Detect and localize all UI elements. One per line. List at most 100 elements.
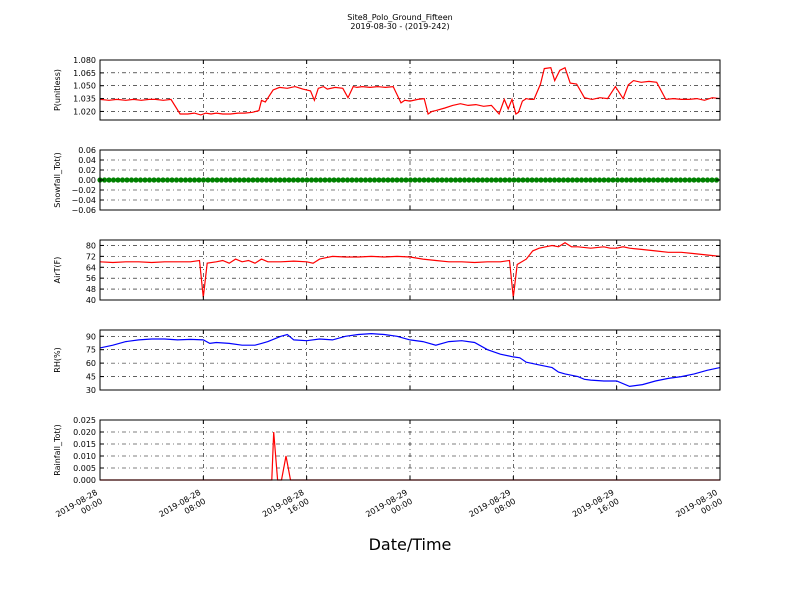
data-point (335, 177, 342, 183)
data-point (493, 177, 499, 183)
data-point (502, 177, 508, 183)
data-point (511, 177, 517, 183)
y-tick-label: 0.02 (78, 166, 96, 175)
data-point (668, 177, 675, 183)
y-axis-label: P(unitless) (53, 69, 62, 111)
data-point (322, 177, 328, 183)
x-tick-label: 2019-08-2816:00 (261, 488, 311, 528)
data-point (547, 177, 553, 183)
data-point (470, 177, 477, 183)
series-line-3 (99, 241, 721, 298)
data-point (421, 177, 427, 183)
data-point (133, 177, 139, 183)
panel-3: 40 48 56 64 72 80 AirT(F) (53, 239, 721, 305)
panel-1: 1.020 1.035 1.050 1.065 1.080 P(unitless) (53, 56, 721, 121)
data-point (362, 177, 369, 183)
data-point (592, 177, 598, 183)
data-point (569, 177, 576, 183)
y-tick-label: 56 (86, 274, 96, 283)
data-point (587, 177, 594, 183)
data-point (605, 177, 612, 183)
y-tick-label: 30 (86, 386, 96, 395)
data-point (610, 177, 616, 183)
data-point (443, 177, 450, 183)
y-tick-label: 1.065 (73, 69, 96, 78)
data-point (187, 177, 193, 183)
data-point (286, 177, 292, 183)
data-point (263, 177, 270, 183)
data-point (466, 177, 472, 183)
data-point (560, 177, 567, 183)
data-point (205, 177, 211, 183)
y-tick-label: −0.04 (71, 196, 96, 205)
data-point (583, 177, 589, 183)
y-tick-label: 0.005 (73, 464, 96, 473)
data-point (632, 177, 639, 183)
data-point (655, 177, 661, 183)
data-point (169, 177, 175, 183)
data-point (331, 177, 337, 183)
figure-subtitle: 2019-08-30 - (2019-242) (350, 22, 449, 31)
data-point (344, 177, 351, 183)
data-point (641, 177, 648, 183)
data-point (124, 177, 130, 183)
series-line-1 (99, 66, 721, 116)
data-point (452, 177, 459, 183)
data-point (290, 177, 297, 183)
figure-title: Site8_Polo_Ground_Fifteen (347, 13, 452, 22)
data-point (574, 177, 580, 183)
data-point (110, 177, 117, 183)
y-tick-label: 0.04 (78, 156, 96, 165)
data-point (227, 177, 234, 183)
data-point (353, 177, 360, 183)
data-point (416, 177, 423, 183)
data-point (340, 177, 346, 183)
data-point (115, 177, 121, 183)
data-point (704, 177, 711, 183)
panel-5: 0.000 0.005 0.010 0.015 0.020 0.025 Rainfall_T… (53, 416, 721, 485)
panel-4: 30 45 60 75 90 RH(%) (53, 329, 721, 395)
y-tick-label: −0.02 (71, 186, 96, 195)
data-point (430, 177, 436, 183)
data-point (151, 177, 157, 183)
x-tick-label: 2019-08-2908:00 (468, 488, 518, 528)
y-tick-label: 60 (86, 359, 96, 368)
data-point (178, 177, 184, 183)
data-point (614, 177, 621, 183)
data-point (385, 177, 391, 183)
data-point (119, 177, 126, 183)
y-tick-label: 80 (86, 241, 96, 250)
data-point (196, 177, 202, 183)
y-tick-label: 1.080 (73, 56, 96, 65)
data-point (533, 177, 540, 183)
data-point (479, 177, 486, 183)
data-point (650, 177, 657, 183)
data-point (398, 177, 405, 183)
data-point (317, 177, 324, 183)
data-point (565, 177, 571, 183)
data-point (506, 177, 513, 183)
data-point (682, 177, 688, 183)
data-point (524, 177, 531, 183)
data-point (142, 177, 148, 183)
y-axis-label: AirT(F) (53, 257, 62, 284)
data-point (601, 177, 607, 183)
data-point (623, 177, 630, 183)
data-point (272, 177, 279, 183)
data-point (412, 177, 418, 183)
y-tick-label: 75 (86, 346, 96, 355)
data-point (232, 177, 238, 183)
data-point (673, 177, 679, 183)
x-tick-label: 2019-08-2808:00 (158, 488, 208, 528)
data-point (448, 177, 454, 183)
data-point (403, 177, 409, 183)
y-tick-label: 48 (86, 285, 96, 294)
data-point (128, 177, 135, 183)
data-point (236, 177, 243, 183)
y-tick-label: 1.050 (73, 82, 96, 91)
data-point (380, 177, 387, 183)
y-axis-label: Rainfall_Tot() (53, 424, 62, 476)
data-point (709, 177, 715, 183)
x-axis-label: Date/Time (369, 535, 452, 554)
data-point (700, 177, 706, 183)
